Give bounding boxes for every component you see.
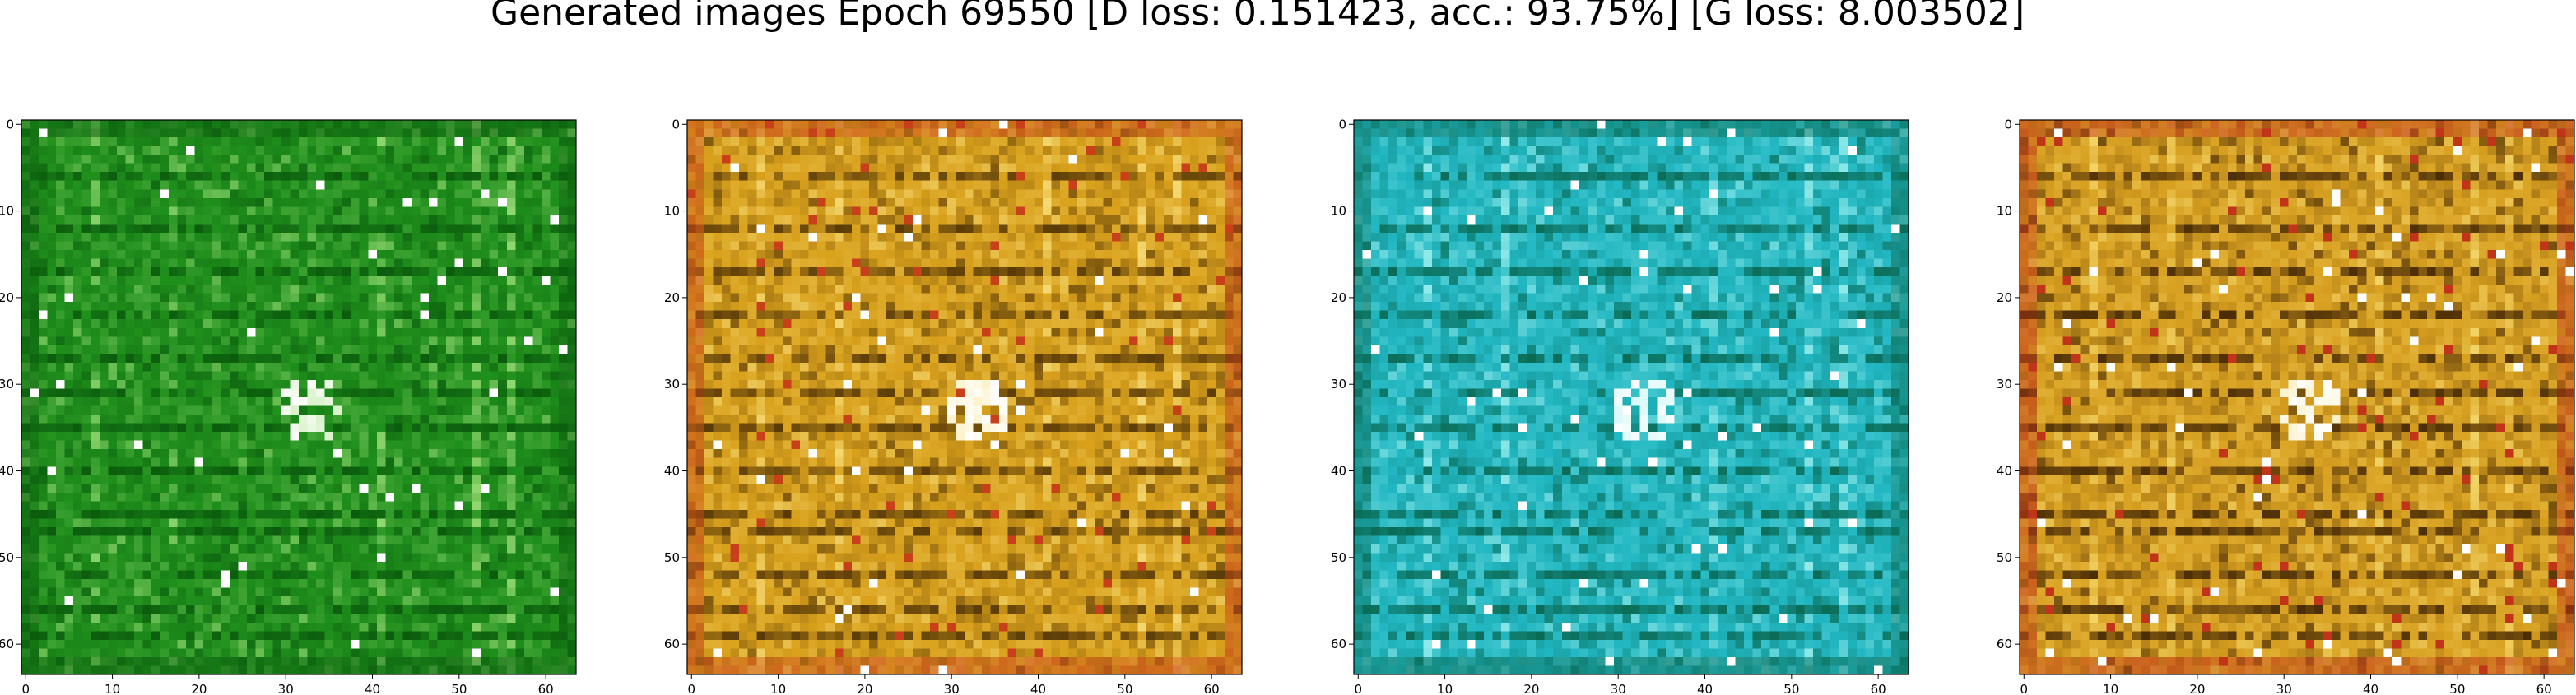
y-tick-label: 40	[664, 464, 680, 479]
x-tick-label: 20	[1523, 682, 1539, 695]
subplot-2: 0 10 20 30 40 50 60 0 10 20 30 40 50 60	[664, 117, 1243, 695]
x-tick-label: 0	[2020, 682, 2028, 695]
x-tick-label: 50	[451, 682, 467, 695]
x-tick-label: 10	[1437, 682, 1453, 695]
axes-frame	[21, 119, 577, 675]
y-tick-label: 0	[6, 117, 14, 132]
generated-image	[2020, 120, 2574, 674]
x-tick-label: 20	[2189, 682, 2205, 695]
y-tick-label: 0	[1338, 117, 1346, 132]
y-tick-label: 60	[1331, 637, 1346, 651]
y-tick-label: 20	[1331, 290, 1346, 305]
generated-image	[687, 120, 1242, 674]
y-tick-label: 10	[1997, 204, 2012, 219]
generated-image	[1354, 120, 1909, 674]
y-tick-label: 60	[0, 637, 14, 651]
x-tick-label: 10	[2103, 682, 2118, 695]
y-tick-label: 40	[0, 464, 14, 479]
x-tick-label: 30	[944, 682, 960, 695]
x-tick-label: 60	[1204, 682, 1220, 695]
y-tick-label: 30	[1997, 377, 2012, 392]
x-tick-label: 60	[538, 682, 554, 695]
x-tick-label: 60	[2536, 682, 2552, 695]
x-tick-label: 20	[857, 682, 872, 695]
y-tick-label: 20	[1997, 290, 2012, 305]
x-tick-label: 30	[1611, 682, 1626, 695]
y-tick-label: 10	[1331, 204, 1346, 219]
x-tick-label: 60	[1871, 682, 1886, 695]
y-tick-label: 60	[1997, 637, 2012, 651]
subplot-1: 0 10 20 30 40 50 60 0 10 20 30 40 50 60	[0, 117, 577, 695]
x-tick-label: 30	[2276, 682, 2292, 695]
y-tick-label: 50	[0, 550, 14, 565]
y-tick-label: 30	[0, 377, 14, 392]
y-tick-label: 0	[672, 117, 680, 132]
x-tick-label: 0	[687, 682, 695, 695]
axes-frame	[2019, 119, 2575, 675]
y-tick-label: 10	[664, 204, 680, 219]
axes-frame	[686, 119, 1243, 675]
x-tick-label: 40	[365, 682, 380, 695]
x-tick-label: 50	[1783, 682, 1799, 695]
x-tick-label: 40	[2363, 682, 2378, 695]
x-tick-label: 40	[1697, 682, 1713, 695]
y-tick-label: 30	[1331, 377, 1346, 392]
y-tick-label: 50	[1997, 550, 2012, 565]
x-tick-label: 0	[21, 682, 30, 695]
generated-image	[21, 120, 576, 674]
figure-title: Generated images Epoch 69550 [D loss: 0.…	[491, 0, 2025, 34]
x-tick-label: 20	[191, 682, 207, 695]
x-tick-label: 50	[2449, 682, 2465, 695]
x-tick-label: 10	[770, 682, 786, 695]
y-tick-label: 20	[0, 290, 14, 305]
y-tick-label: 30	[664, 377, 680, 392]
y-tick-label: 10	[0, 204, 14, 219]
y-tick-label: 20	[664, 290, 680, 305]
y-tick-label: 40	[1997, 464, 2012, 479]
axes-frame	[1353, 119, 1909, 675]
x-tick-label: 50	[1117, 682, 1132, 695]
x-tick-label: 30	[278, 682, 294, 695]
y-tick-label: 60	[664, 637, 680, 651]
x-tick-label: 10	[105, 682, 120, 695]
y-tick-label: 0	[2004, 117, 2012, 132]
y-tick-label: 50	[1331, 550, 1346, 565]
y-tick-label: 40	[1331, 464, 1346, 479]
subplot-4: 0 10 20 30 40 50 60 0 10 20 30 40 50 60	[1997, 117, 2575, 695]
x-tick-label: 40	[1030, 682, 1046, 695]
subplot-3: 0 10 20 30 40 50 60 0 10 20 30 40 50 60	[1331, 117, 1909, 695]
y-tick-label: 50	[664, 550, 680, 565]
x-tick-label: 0	[1354, 682, 1362, 695]
